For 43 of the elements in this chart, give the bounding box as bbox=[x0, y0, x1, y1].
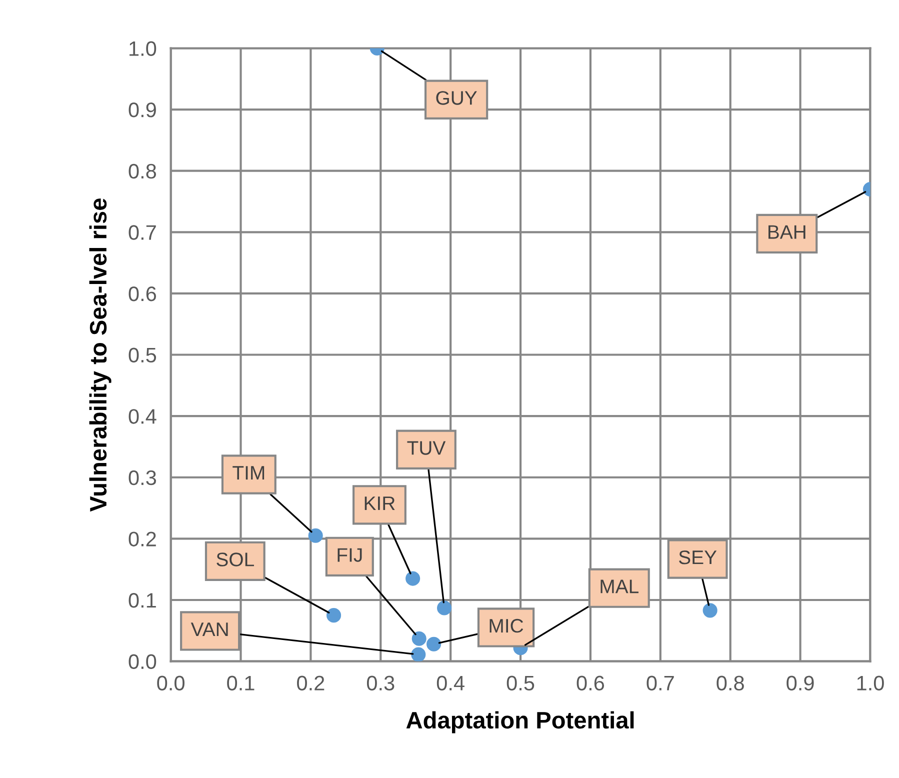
point bbox=[326, 608, 342, 623]
x-tick-label: 0.6 bbox=[576, 676, 604, 690]
annotation: FIJ bbox=[338, 548, 362, 562]
point bbox=[406, 571, 420, 586]
annotation: TUV bbox=[407, 441, 446, 455]
y-tick-label: 0.9 bbox=[128, 102, 156, 118]
point bbox=[437, 600, 452, 616]
x-axis-title: Adaptation Potential bbox=[406, 711, 634, 734]
x-tick-label: 0.8 bbox=[716, 676, 744, 690]
x-tick-label: 0.7 bbox=[646, 676, 674, 690]
point bbox=[702, 603, 718, 618]
point bbox=[308, 528, 323, 543]
y-tick-label: 0.0 bbox=[128, 654, 156, 670]
y-tick-label: 0.2 bbox=[128, 532, 156, 546]
annotation: SEY bbox=[678, 550, 717, 564]
y-axis-title: Vulnerability to Sea-lvel rise bbox=[89, 198, 112, 512]
y-tick-label: 0.7 bbox=[128, 225, 156, 240]
annotation: VAN bbox=[190, 622, 228, 636]
y-tick-label: 1.0 bbox=[130, 41, 156, 56]
y-tick-label: 0.8 bbox=[128, 164, 156, 179]
x-tick-label: 0.1 bbox=[227, 676, 254, 690]
y-tick-label: 0.5 bbox=[128, 348, 156, 363]
annotation: GUY bbox=[436, 91, 477, 105]
y-tick-label: 0.3 bbox=[128, 470, 156, 486]
x-tick-label: 1.0 bbox=[857, 676, 884, 690]
x-tick-label: 0.3 bbox=[366, 676, 394, 690]
annotation: BAH bbox=[768, 225, 806, 239]
x-tick-label: 0.4 bbox=[436, 676, 464, 690]
y-tick-label: 0.6 bbox=[128, 286, 156, 302]
y-tick-label: 0.1 bbox=[128, 592, 156, 608]
point bbox=[426, 636, 442, 652]
annotation: TIM bbox=[232, 466, 264, 480]
x-tick-label: 0.0 bbox=[157, 676, 184, 690]
x-tick-label: 0.5 bbox=[506, 676, 534, 690]
x-tick-label: 0.9 bbox=[786, 676, 814, 690]
annotation: MIC bbox=[490, 618, 524, 633]
annotation: SOL bbox=[216, 552, 254, 566]
point bbox=[412, 631, 426, 646]
point bbox=[411, 647, 426, 662]
x-tick-label: 0.2 bbox=[297, 676, 324, 690]
annotation: KIR bbox=[364, 496, 395, 510]
y-tick-label: 0.4 bbox=[128, 409, 156, 424]
annotation: MAL bbox=[600, 580, 638, 594]
